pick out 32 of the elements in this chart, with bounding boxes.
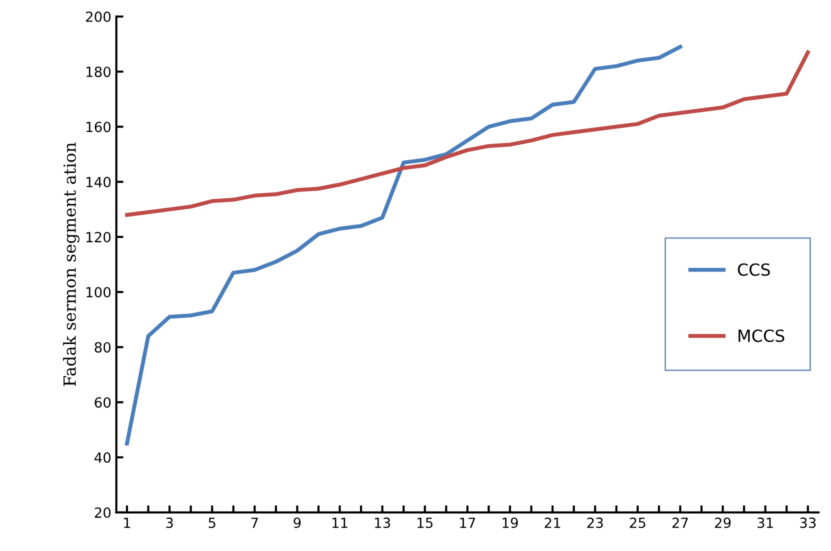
x-tick-label: 13 (375, 518, 390, 528)
x-tick-label: 17 (460, 518, 476, 528)
y-tick-label: 20 (94, 507, 111, 518)
y-tick-label: 120 (86, 232, 111, 242)
x-tick-label: 31 (758, 518, 773, 528)
y-axis-title: Fadak sermon segment ation (63, 142, 80, 386)
x-tick-label: 11 (332, 518, 348, 528)
x-tick-label: 19 (502, 518, 518, 528)
line-series (125, 50, 810, 217)
x-tick-label: 9 (294, 518, 301, 528)
x-tick-label: 27 (672, 518, 688, 528)
x-tick-label: 25 (630, 518, 646, 528)
y-tick-label: 100 (86, 287, 111, 298)
y-tick-label: 80 (94, 342, 111, 353)
y-tick-label: 180 (86, 66, 111, 78)
x-tick-label: 29 (714, 518, 731, 528)
x-tick-label: 5 (208, 518, 216, 528)
x-tick-label: 23 (587, 518, 603, 528)
y-tick-label: 200 (86, 12, 111, 22)
x-tick-label: 3 (166, 518, 173, 528)
x-tick-label: 21 (544, 518, 560, 528)
legend-label: MCCS (738, 329, 784, 342)
x-tick-label: 1 (124, 518, 130, 528)
y-tick-label: 40 (94, 452, 111, 463)
legend-label: CCS (738, 263, 770, 276)
y-tick-label: 60 (94, 397, 111, 408)
x-tick-label: 15 (418, 518, 433, 528)
line-series (125, 44, 682, 446)
x-tick-label: 33 (800, 518, 816, 528)
y-tick-label: 160 (86, 122, 111, 132)
y-tick-label: 140 (86, 176, 111, 188)
x-tick-label: 7 (251, 518, 258, 528)
